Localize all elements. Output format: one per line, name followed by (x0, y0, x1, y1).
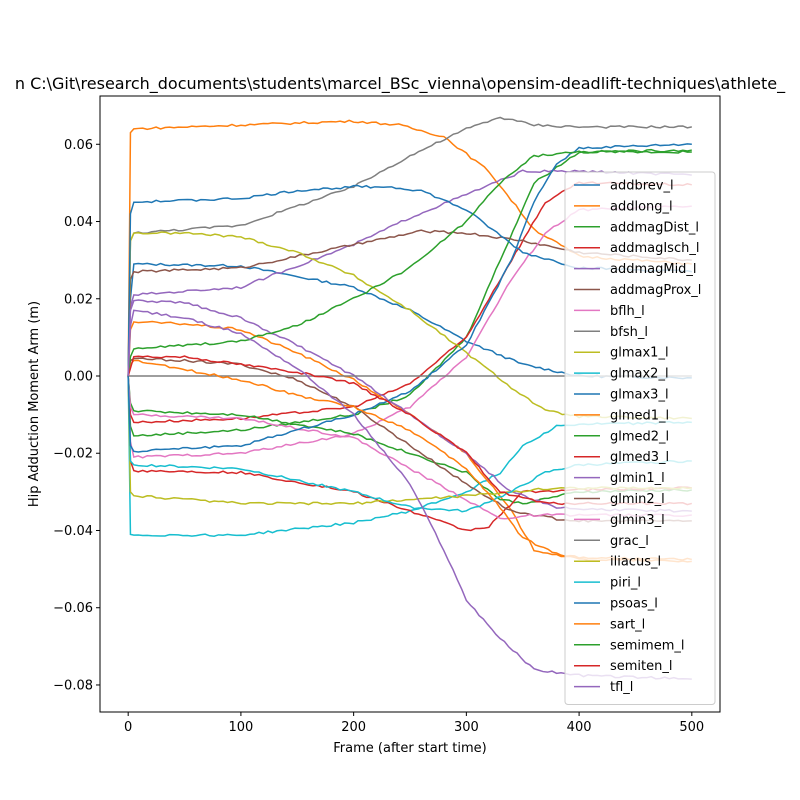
legend-box (564, 171, 716, 705)
y-tick-label: 0.06 (64, 138, 93, 153)
legend-label-iliacus_l: iliacus_l (610, 555, 661, 570)
legend-label-glmed1_l: glmed1_l (610, 408, 669, 423)
legend-label-bfsh_l: bfsh_l (610, 325, 648, 340)
legend-label-glmax3_l: glmax3_l (610, 388, 669, 403)
x-tick-label: 100 (228, 720, 253, 735)
legend-label-glmin1_l: glmin1_l (610, 471, 665, 486)
series-line-bfsh_l (127, 116, 692, 377)
legend-label-addmagProx_l: addmagProx_l (610, 283, 701, 298)
legend-label-semiten_l: semiten_l (610, 659, 673, 674)
axes-frame (99, 95, 721, 713)
y-tick-label: −0.02 (53, 447, 93, 462)
y-tick-label: −0.08 (53, 678, 93, 693)
legend-label-addmagDist_l: addmagDist_l (610, 220, 699, 235)
legend-label-grac_l: grac_l (610, 534, 649, 549)
x-axis: 0 100 200 300 400 500 (124, 712, 704, 735)
y-tick-label: −0.04 (53, 524, 93, 539)
x-tick-label: 300 (454, 720, 479, 735)
legend-label-semimem_l: semimem_l (610, 638, 684, 653)
x-tick-label: 0 (124, 720, 132, 735)
x-tick-label: 200 (341, 720, 366, 735)
legend-label-psoas_l: psoas_l (610, 597, 658, 612)
series-line-semimem_l (127, 150, 692, 377)
y-axis-title: Hip Adduction Moment Arm (m) (27, 301, 42, 507)
chart-title: n C:\Git\research_documents\students\mar… (15, 74, 786, 94)
legend-label-glmax2_l: glmax2_l (610, 367, 669, 382)
series-line-addmagDist_l (127, 148, 692, 437)
legend-label-glmin3_l: glmin3_l (610, 513, 665, 528)
legend: addbrev_l addlong_l addmagDist_l addmagIsch… (564, 171, 716, 705)
y-tick-label: 0.04 (64, 215, 93, 230)
x-axis-title: Frame (after start time) (333, 741, 486, 756)
x-tick-label: 500 (679, 720, 704, 735)
legend-label-glmax1_l: glmax1_l (610, 346, 669, 361)
series-line-psoas_l (127, 143, 692, 453)
legend-label-sart_l: sart_l (610, 617, 645, 632)
legend-label-addbrev_l: addbrev_l (610, 179, 674, 194)
y-axis: −0.08 −0.06 −0.04 −0.02 0.00 0.02 0.04 0.06 (53, 138, 100, 693)
legend-label-bflh_l: bflh_l (610, 304, 645, 319)
y-tick-label: −0.06 (53, 601, 93, 616)
legend-label-tfl_l: tfl_l (610, 680, 633, 695)
legend-label-addmagMid_l: addmagMid_l (610, 262, 697, 277)
legend-label-glmed2_l: glmed2_l (610, 429, 669, 444)
legend-label-piri_l: piri_l (610, 576, 641, 591)
legend-label-glmin2_l: glmin2_l (610, 492, 665, 507)
legend-label-addmagIsch_l: addmagIsch_l (610, 241, 699, 256)
y-tick-label: 0.00 (64, 370, 93, 385)
y-tick-label: 0.02 (64, 292, 93, 307)
x-tick-label: 400 (567, 720, 592, 735)
legend-label-glmed3_l: glmed3_l (610, 450, 669, 465)
legend-label-addlong_l: addlong_l (610, 199, 673, 214)
